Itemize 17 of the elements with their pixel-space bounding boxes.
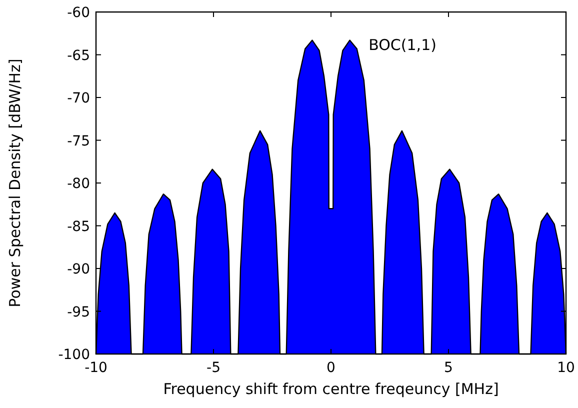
- y-tick-label: -80: [67, 176, 90, 192]
- y-tick-label: -65: [67, 48, 90, 64]
- annotation: BOC(1,1): [368, 36, 436, 54]
- y-tick-label: -90: [67, 262, 90, 278]
- y-tick-label: -100: [58, 347, 90, 363]
- y-axis-title: Power Spectral Density [dBW/Hz]: [6, 58, 24, 308]
- x-tick-label: 0: [326, 360, 336, 376]
- y-tick-label: -85: [67, 218, 90, 235]
- x-tick-label: -5: [206, 360, 220, 376]
- x-tick-label: 5: [444, 360, 453, 376]
- y-tick-label: -60: [67, 5, 90, 21]
- y-tick-label: -75: [67, 133, 90, 150]
- y-tick-label: -95: [67, 304, 90, 320]
- x-tick-label: 10: [557, 360, 575, 376]
- y-tick-label: -70: [67, 90, 90, 106]
- x-tick-label: -10: [84, 360, 108, 376]
- x-axis-title: Frequency shift from centre freqeuncy [MHz]: [163, 380, 499, 398]
